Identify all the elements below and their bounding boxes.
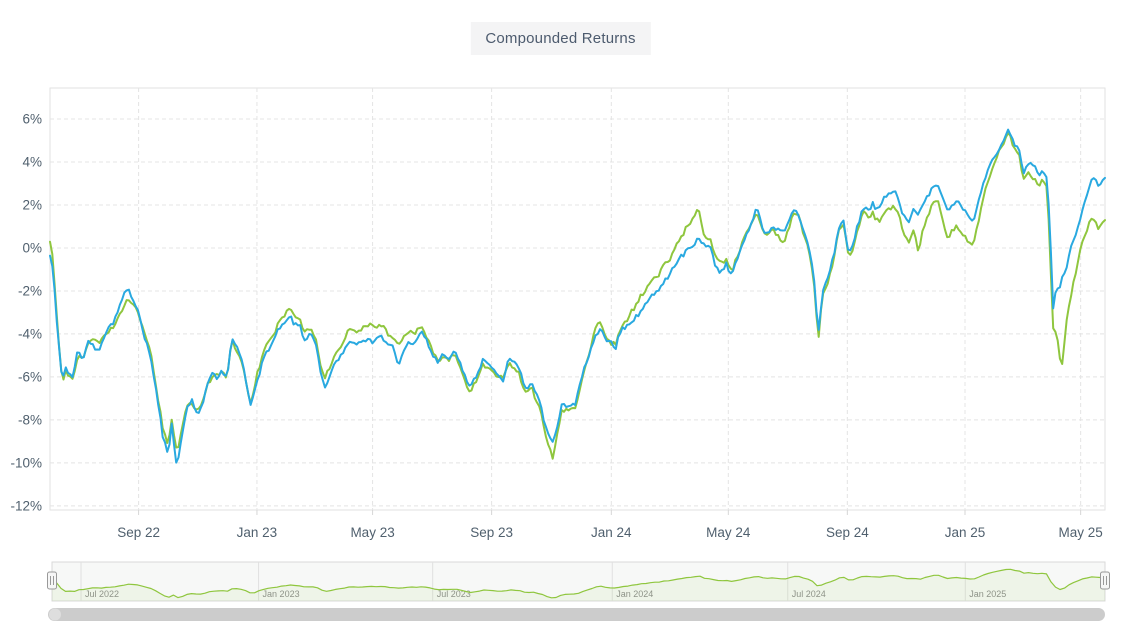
x-axis-label: Sep 24	[826, 525, 869, 540]
x-axis-label: Sep 23	[470, 525, 513, 540]
y-axis-label: 0%	[22, 240, 42, 255]
navigator-handle-left-body[interactable]	[47, 571, 57, 590]
chart-title: Compounded Returns	[470, 22, 651, 55]
y-axis-label: -6%	[18, 369, 42, 384]
navigator-axis-label: Jan 2024	[616, 589, 653, 599]
navigator-series-line	[51, 568, 1106, 599]
scrollbar-thumb[interactable]	[48, 608, 1105, 621]
y-axis-label: 6%	[22, 111, 42, 126]
navigator-handle-right-body[interactable]	[1100, 571, 1110, 590]
navigator-axis-label: Jan 2023	[263, 589, 300, 599]
scrollbar-left-button[interactable]	[49, 608, 61, 621]
chart-title-text: Compounded Returns	[485, 30, 636, 47]
series-line-green	[49, 132, 1106, 460]
navigator-axis-label: Jul 2024	[792, 589, 826, 599]
series-line-blue	[49, 128, 1106, 464]
navigator-axis-label: Jan 2025	[969, 589, 1006, 599]
x-axis-label: May 25	[1059, 525, 1103, 540]
y-axis-label: 4%	[22, 154, 42, 169]
navigator-track[interactable]	[51, 561, 1106, 602]
navigator-handle-left[interactable]	[47, 571, 57, 590]
x-axis-label: May 23	[350, 525, 394, 540]
y-axis-label: 2%	[22, 197, 42, 212]
x-axis-label: Jan 25	[945, 525, 986, 540]
navigator-handle-right[interactable]	[1100, 571, 1110, 590]
y-axis-label: -10%	[10, 455, 42, 470]
x-axis-label: May 24	[706, 525, 751, 540]
x-axis-label: Jan 23	[237, 525, 278, 540]
x-axis-label: Jan 24	[591, 525, 632, 540]
y-axis-label: -4%	[18, 326, 42, 341]
navigator-axis-label: Jul 2022	[85, 589, 119, 599]
y-axis-label: -12%	[10, 498, 42, 513]
navigator-axis-label: Jul 2023	[437, 589, 471, 599]
plot-area-border	[49, 87, 1106, 511]
y-axis-label: -2%	[18, 283, 42, 298]
x-axis-label: Sep 22	[117, 525, 160, 540]
y-axis-label: -8%	[18, 412, 42, 427]
navigator-area-fill	[52, 569, 1105, 601]
